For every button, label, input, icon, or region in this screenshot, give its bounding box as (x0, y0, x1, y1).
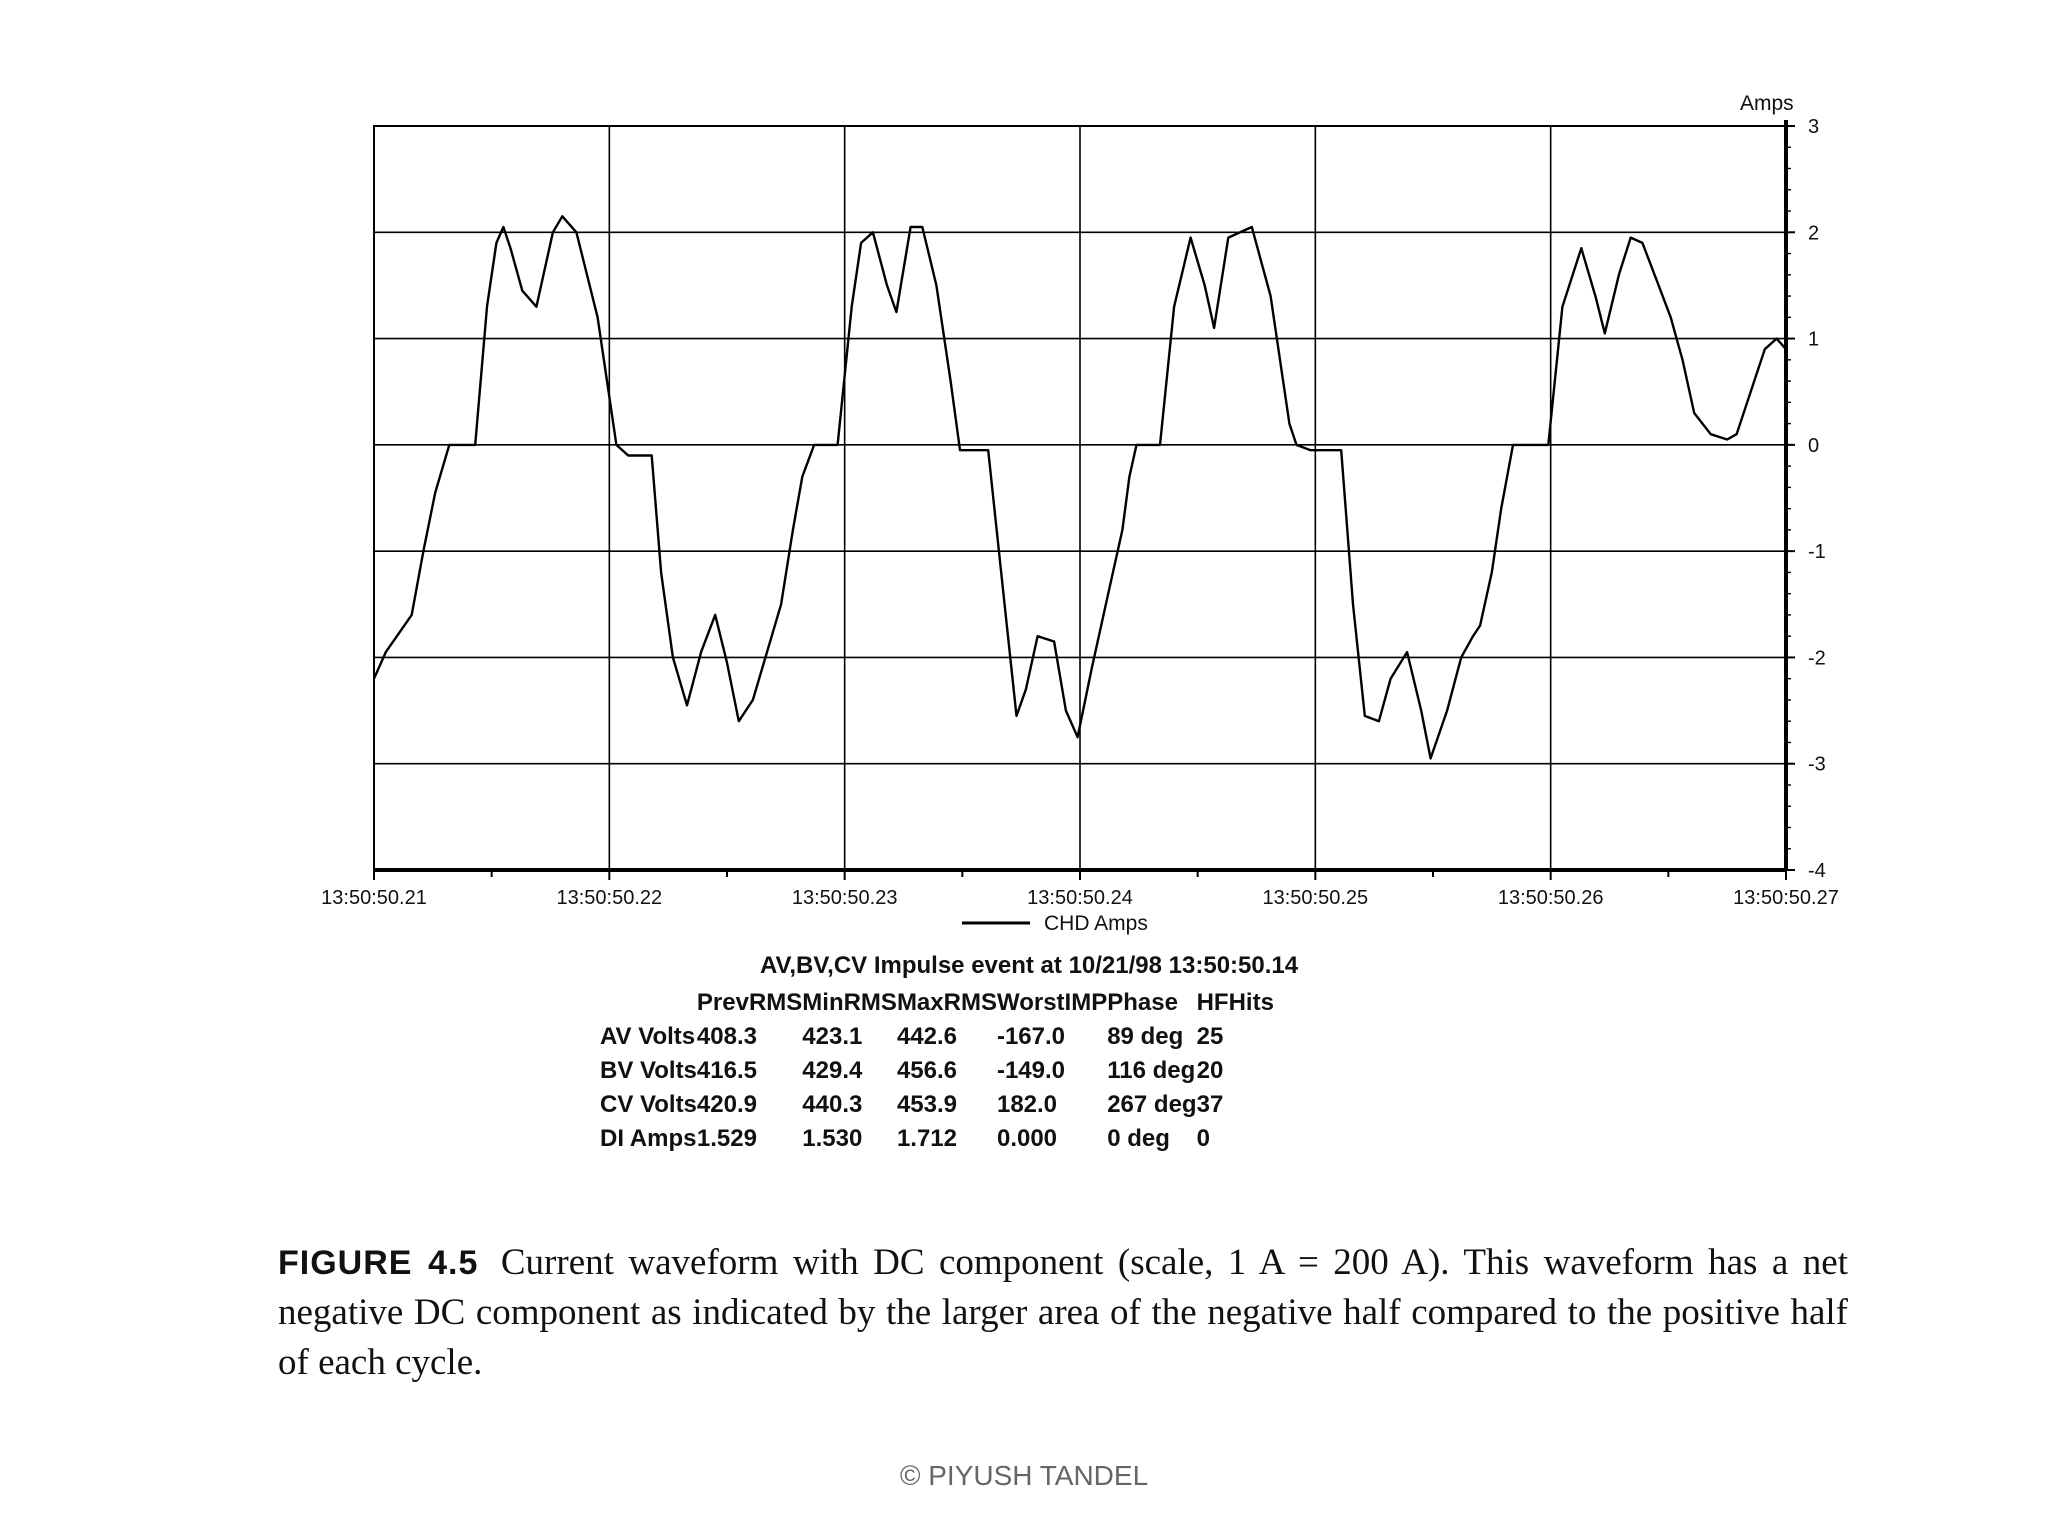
y-tick-label: -1 (1808, 541, 1826, 563)
summary-header-worstimp: WorstIMP (996, 989, 1108, 1016)
x-tick-label: 13:50:50.22 (557, 887, 663, 909)
summary-cell: 440.3 (802, 1091, 863, 1118)
x-tick-label: 13:50:50.21 (321, 887, 427, 909)
summary-cell: -167.0 (996, 1023, 1066, 1050)
summary-cell: 453.9 (896, 1091, 957, 1118)
summary-title: AV,BV,CV Impulse event at 10/21/98 13:50… (760, 952, 1299, 979)
y-axis: 3 2 1 0 -1 -2 -3 -4 (1784, 116, 1826, 882)
series-layer (372, 215, 1787, 760)
summary-cell: 25 (1196, 1023, 1224, 1050)
summary-cell: 420.9 (696, 1091, 757, 1118)
summary-cell: 0.000 (996, 1125, 1058, 1152)
summary-header-row: PrevRMS MinRMS MaxRMS WorstIMP Phase HFH… (600, 986, 1274, 1020)
summary-cell: BV Volts (600, 1057, 697, 1084)
y-tick-label: 3 (1808, 116, 1819, 138)
copyright-footer: © PIYUSH TANDEL (899, 1460, 1149, 1491)
y-tick-label: 2 (1808, 222, 1819, 244)
summary-cell: 456.6 (896, 1057, 957, 1084)
legend-label-chd-amps: CHD Amps (1044, 912, 1148, 935)
summary-header-phase: Phase (1107, 989, 1178, 1016)
summary-cell: 0 deg (1107, 1125, 1170, 1152)
summary-header-hfhits: HFHits (1196, 989, 1274, 1016)
chart-grid (373, 125, 1787, 871)
series-line-chd-amps (372, 215, 1787, 760)
y-axis-unit-label: Amps (1740, 92, 1794, 115)
summary-row-di-amps: DI Amps 1.529 1.530 1.712 0.000 0 deg 0 (600, 1122, 1274, 1156)
summary-cell: -149.0 (996, 1057, 1066, 1084)
summary-table: PrevRMS MinRMS MaxRMS WorstIMP Phase HFH… (600, 986, 1274, 1156)
summary-header-cell (600, 986, 697, 1020)
summary-cell: 408.3 (696, 1023, 757, 1050)
figure-number: FIGURE 4.5 (278, 1244, 479, 1282)
summary-cell: 442.6 (896, 1023, 957, 1050)
x-tick-label: 13:50:50.26 (1498, 887, 1604, 909)
summary-cell: 89 deg (1107, 1023, 1184, 1050)
x-tick-label: 13:50:50.27 (1733, 887, 1839, 909)
summary-header-prevrms: PrevRMS (696, 989, 803, 1016)
y-tick-label: 0 (1808, 435, 1819, 457)
figure-caption: FIGURE 4.5 Current waveform with DC comp… (278, 1238, 1848, 1388)
y-tick-label: -4 (1808, 860, 1826, 882)
summary-row-av-volts: AV Volts 408.3 423.1 442.6 -167.0 89 deg… (600, 1020, 1274, 1054)
summary-row-bv-volts: BV Volts 416.5 429.4 456.6 -149.0 116 de… (600, 1054, 1274, 1088)
y-tick-label: -2 (1808, 647, 1826, 669)
x-tick-label: 13:50:50.23 (792, 887, 898, 909)
summary-cell: CV Volts (600, 1091, 697, 1118)
summary-cell: 267 deg (1107, 1091, 1197, 1118)
summary-cell: 423.1 (802, 1023, 863, 1050)
summary-cell: AV Volts (600, 1023, 696, 1050)
summary-cell: 0 (1196, 1125, 1210, 1152)
y-tick-label: 1 (1808, 329, 1819, 351)
summary-cell: 182.0 (996, 1091, 1058, 1118)
summary-cell: 116 deg (1107, 1057, 1196, 1084)
summary-cell: 1.530 (802, 1125, 863, 1152)
summary-cell: 37 (1196, 1091, 1224, 1118)
summary-header-maxrms: MaxRMS (896, 989, 997, 1016)
legend: CHD Amps (962, 912, 1148, 935)
summary-cell: 1.529 (696, 1125, 757, 1152)
x-axis: 13:50:50.21 13:50:50.22 13:50:50.23 13:50:5… (321, 868, 1839, 909)
figure-caption-text: Current waveform with DC component (scal… (278, 1242, 1848, 1383)
summary-cell: DI Amps (600, 1125, 697, 1152)
summary-cell: 416.5 (696, 1057, 757, 1084)
summary-cell: 429.4 (802, 1057, 863, 1084)
y-tick-label: -3 (1808, 754, 1826, 776)
summary-row-cv-volts: CV Volts 420.9 440.3 453.9 182.0 267 deg… (600, 1088, 1274, 1122)
summary-header-minrms: MinRMS (802, 989, 897, 1016)
summary-cell: 1.712 (896, 1125, 957, 1152)
x-tick-label: 13:50:50.25 (1263, 887, 1369, 909)
summary-cell: 20 (1196, 1057, 1224, 1084)
x-tick-label: 13:50:50.24 (1027, 887, 1133, 909)
